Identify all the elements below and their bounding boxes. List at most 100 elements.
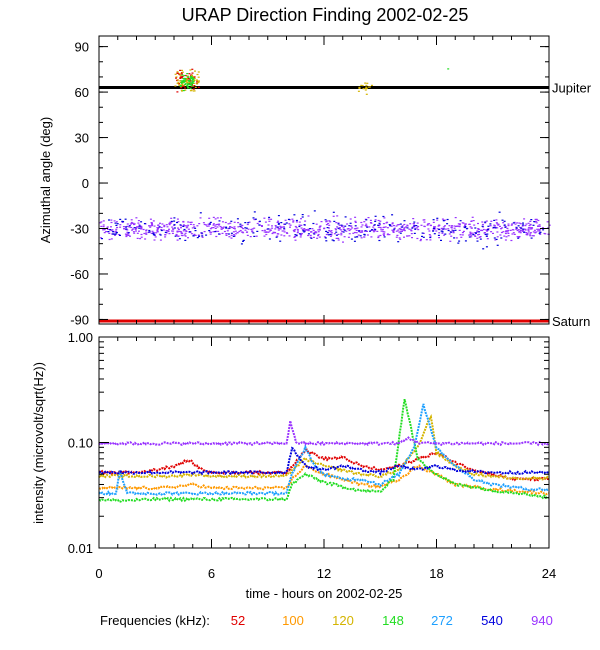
df-point-940	[337, 239, 340, 241]
bottom-x-tick-label: 6	[208, 566, 215, 581]
df-point-120	[196, 83, 199, 85]
df-point-940	[529, 232, 532, 234]
df-point-540	[258, 224, 261, 226]
df-point-940	[462, 230, 465, 232]
df-point-940	[376, 230, 379, 232]
df-point-940	[236, 232, 239, 234]
df-point-940	[472, 220, 475, 222]
df-point-52	[181, 75, 184, 78]
df-point-940	[441, 229, 444, 231]
df-point-940	[122, 226, 125, 228]
df-point-940	[136, 237, 139, 239]
df-point-940	[107, 228, 109, 230]
df-point-940	[138, 224, 141, 226]
df-point-940	[301, 229, 304, 231]
df-point-940	[225, 234, 228, 236]
df-point-940	[323, 227, 326, 229]
df-point-940	[207, 225, 210, 227]
df-point-940	[288, 223, 291, 225]
df-point-940	[100, 225, 103, 227]
df-point-540	[170, 220, 173, 222]
df-point-540	[196, 237, 199, 239]
df-point-940	[240, 226, 243, 229]
df-point-940	[413, 226, 415, 228]
df-point-940	[347, 228, 350, 230]
df-point-540	[253, 235, 256, 237]
df-point-940	[111, 233, 114, 235]
df-point-540	[268, 216, 271, 218]
df-point-940	[386, 227, 389, 229]
df-point-940	[102, 226, 105, 228]
df-point-940	[426, 224, 429, 226]
df-point-940	[317, 231, 320, 233]
df-point-940	[456, 225, 459, 227]
df-point-940	[270, 218, 273, 220]
df-point-940	[212, 224, 215, 226]
df-point-540	[464, 226, 467, 229]
df-point-940	[533, 229, 536, 231]
df-point-940	[416, 222, 419, 224]
df-point-148	[182, 90, 185, 92]
df-point-540	[252, 217, 255, 219]
df-point-940	[482, 228, 485, 231]
df-point-940	[476, 230, 479, 232]
frequency-legend-540: 540	[481, 613, 503, 628]
df-point-540	[253, 211, 256, 213]
df-point-940	[496, 231, 499, 233]
df-point-940	[527, 229, 530, 231]
df-point-120	[186, 75, 189, 77]
df-point-540	[324, 219, 327, 221]
df-point-940	[299, 236, 302, 238]
df-point-120	[188, 81, 191, 84]
df-point-940	[527, 222, 530, 224]
df-point-940	[519, 223, 522, 225]
df-point-940	[263, 217, 266, 219]
df-point-120	[197, 81, 200, 84]
df-point-940	[427, 223, 429, 225]
df-point-940	[392, 229, 395, 232]
df-point-540	[114, 233, 117, 235]
df-point-52	[179, 69, 182, 71]
df-point-540	[522, 224, 525, 226]
df-point-540	[332, 211, 335, 213]
df-point-148	[186, 76, 189, 78]
df-point-940	[340, 229, 343, 231]
df-point-940	[201, 233, 204, 235]
df-point-940	[307, 234, 310, 237]
df-point-120	[178, 73, 181, 75]
df-point-940	[340, 232, 343, 234]
df-point-940	[351, 227, 354, 229]
df-point-940	[515, 228, 518, 230]
df-point-940	[342, 228, 345, 231]
df-point-540	[313, 210, 316, 212]
df-point-940	[193, 226, 196, 228]
df-point-540	[503, 224, 506, 226]
df-point-940	[137, 220, 140, 222]
df-point-940	[134, 228, 137, 230]
df-point-940	[160, 229, 163, 231]
df-point-148	[184, 83, 187, 85]
df-point-940	[283, 231, 286, 233]
df-point-120	[358, 86, 361, 88]
df-point-540	[493, 237, 496, 239]
intensity-series-52	[98, 448, 550, 482]
df-point-940	[175, 233, 178, 236]
df-point-52	[180, 76, 183, 78]
df-point-540	[478, 231, 481, 233]
intensity-series-940	[98, 420, 550, 447]
df-point-940	[458, 224, 461, 226]
df-point-940	[525, 223, 528, 225]
df-point-148	[191, 76, 194, 79]
df-point-940	[495, 222, 498, 224]
df-point-940	[452, 231, 455, 233]
df-point-940	[364, 225, 367, 227]
df-point-540	[504, 226, 507, 228]
df-point-940	[318, 226, 321, 228]
df-point-540	[295, 219, 298, 222]
df-point-540	[515, 227, 518, 229]
df-point-940	[164, 234, 167, 236]
df-point-940	[203, 223, 206, 226]
df-point-940	[119, 226, 122, 228]
df-point-940	[505, 231, 507, 233]
df-point-540	[413, 232, 416, 234]
